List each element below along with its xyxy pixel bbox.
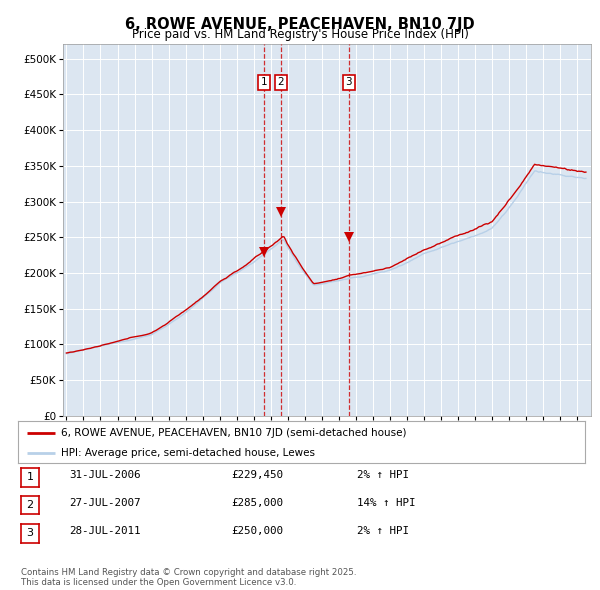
Text: 6, ROWE AVENUE, PEACEHAVEN, BN10 7JD: 6, ROWE AVENUE, PEACEHAVEN, BN10 7JD <box>125 17 475 31</box>
Text: £285,000: £285,000 <box>231 498 283 507</box>
Text: 3: 3 <box>346 77 352 87</box>
Text: Price paid vs. HM Land Registry's House Price Index (HPI): Price paid vs. HM Land Registry's House … <box>131 28 469 41</box>
Text: 14% ↑ HPI: 14% ↑ HPI <box>357 498 415 507</box>
Text: 1: 1 <box>260 77 267 87</box>
Text: HPI: Average price, semi-detached house, Lewes: HPI: Average price, semi-detached house,… <box>61 448 314 457</box>
Text: 1: 1 <box>26 473 34 482</box>
Text: 2: 2 <box>277 77 284 87</box>
Text: Contains HM Land Registry data © Crown copyright and database right 2025.
This d: Contains HM Land Registry data © Crown c… <box>21 568 356 587</box>
Text: 31-JUL-2006: 31-JUL-2006 <box>69 470 140 480</box>
Text: £229,450: £229,450 <box>231 470 283 480</box>
Text: 2% ↑ HPI: 2% ↑ HPI <box>357 470 409 480</box>
Text: 6, ROWE AVENUE, PEACEHAVEN, BN10 7JD (semi-detached house): 6, ROWE AVENUE, PEACEHAVEN, BN10 7JD (se… <box>61 428 406 438</box>
Text: 28-JUL-2011: 28-JUL-2011 <box>69 526 140 536</box>
Text: 2: 2 <box>26 500 34 510</box>
Text: £250,000: £250,000 <box>231 526 283 536</box>
Text: 2% ↑ HPI: 2% ↑ HPI <box>357 526 409 536</box>
Text: 3: 3 <box>26 529 34 538</box>
Text: 27-JUL-2007: 27-JUL-2007 <box>69 498 140 507</box>
